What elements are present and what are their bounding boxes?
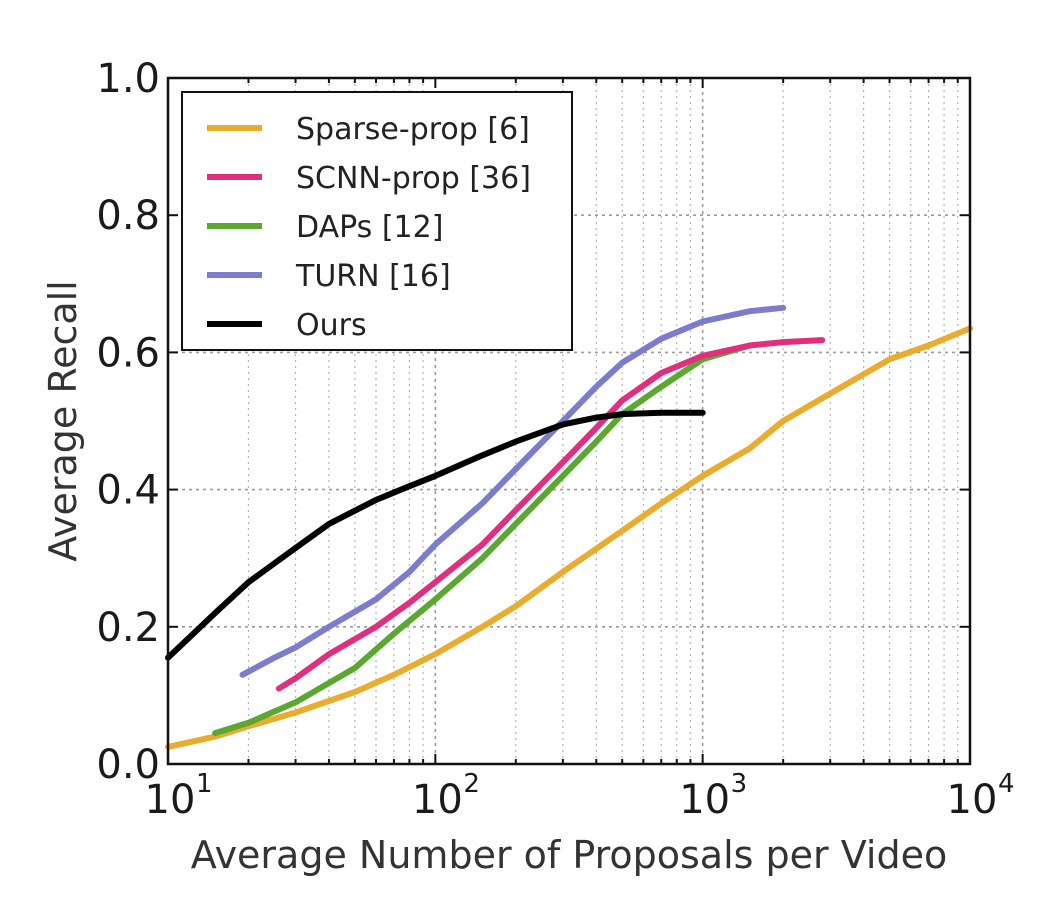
legend-label: TURN [16]	[295, 259, 451, 294]
x-tick-base: 10	[412, 777, 463, 823]
series-line-sparse-prop-6	[165, 325, 973, 750]
series-line-daps-12	[212, 342, 753, 737]
y-tick-label: 0.8	[96, 193, 160, 239]
ticks	[167, 77, 970, 765]
series-line-turn-16	[239, 304, 787, 678]
series-line-ours	[165, 409, 706, 661]
x-tick-label: 10 3	[679, 769, 747, 823]
y-tick-label: 0.6	[96, 330, 160, 376]
x-tick-base: 10	[947, 777, 998, 823]
x-tick-label: 10 2	[412, 769, 480, 823]
legend-box	[181, 91, 573, 351]
x-tick-base: 10	[679, 777, 730, 823]
y-tick-label: 0.2	[96, 605, 160, 651]
x-tick-label: 10 4	[947, 769, 1015, 823]
legend-label: Ours	[296, 308, 367, 343]
series-line-scnn-prop-36	[275, 337, 826, 692]
x-tick-exponent: 4	[998, 769, 1015, 799]
y-axis-label: Average Recall	[41, 280, 85, 562]
y-tick-label: 0.0	[96, 742, 160, 788]
plot-frame	[166, 76, 972, 766]
legend: Sparse-prop [6] SCNN-prop [36] DAPs [12] TU…	[181, 91, 573, 351]
x-tick-exponent: 2	[463, 769, 480, 799]
y-tick-labels: 0.0 0.2 0.4 0.6 0.8 1.0	[96, 56, 160, 788]
x-tick-base: 10	[145, 777, 196, 823]
legend-items: Sparse-prop [6] SCNN-prop [36] DAPs [12] TU…	[207, 112, 531, 343]
legend-label: SCNN-prop [36]	[296, 161, 531, 196]
legend-label: DAPs [12]	[296, 210, 443, 245]
y-tick-label: 0.4	[96, 468, 160, 514]
series-layer	[165, 304, 973, 750]
x-tick-exponent: 3	[731, 769, 748, 799]
y-tick-label: 1.0	[96, 56, 160, 102]
legend-label: Sparse-prop [6]	[296, 112, 530, 147]
x-tick-labels: 10 1 10 2 10 3 10 4	[145, 769, 1015, 823]
x-axis-label: Average Number of Proposals per Video	[191, 833, 947, 877]
x-tick-label: 10 1	[145, 769, 213, 823]
x-tick-exponent: 1	[196, 769, 213, 799]
